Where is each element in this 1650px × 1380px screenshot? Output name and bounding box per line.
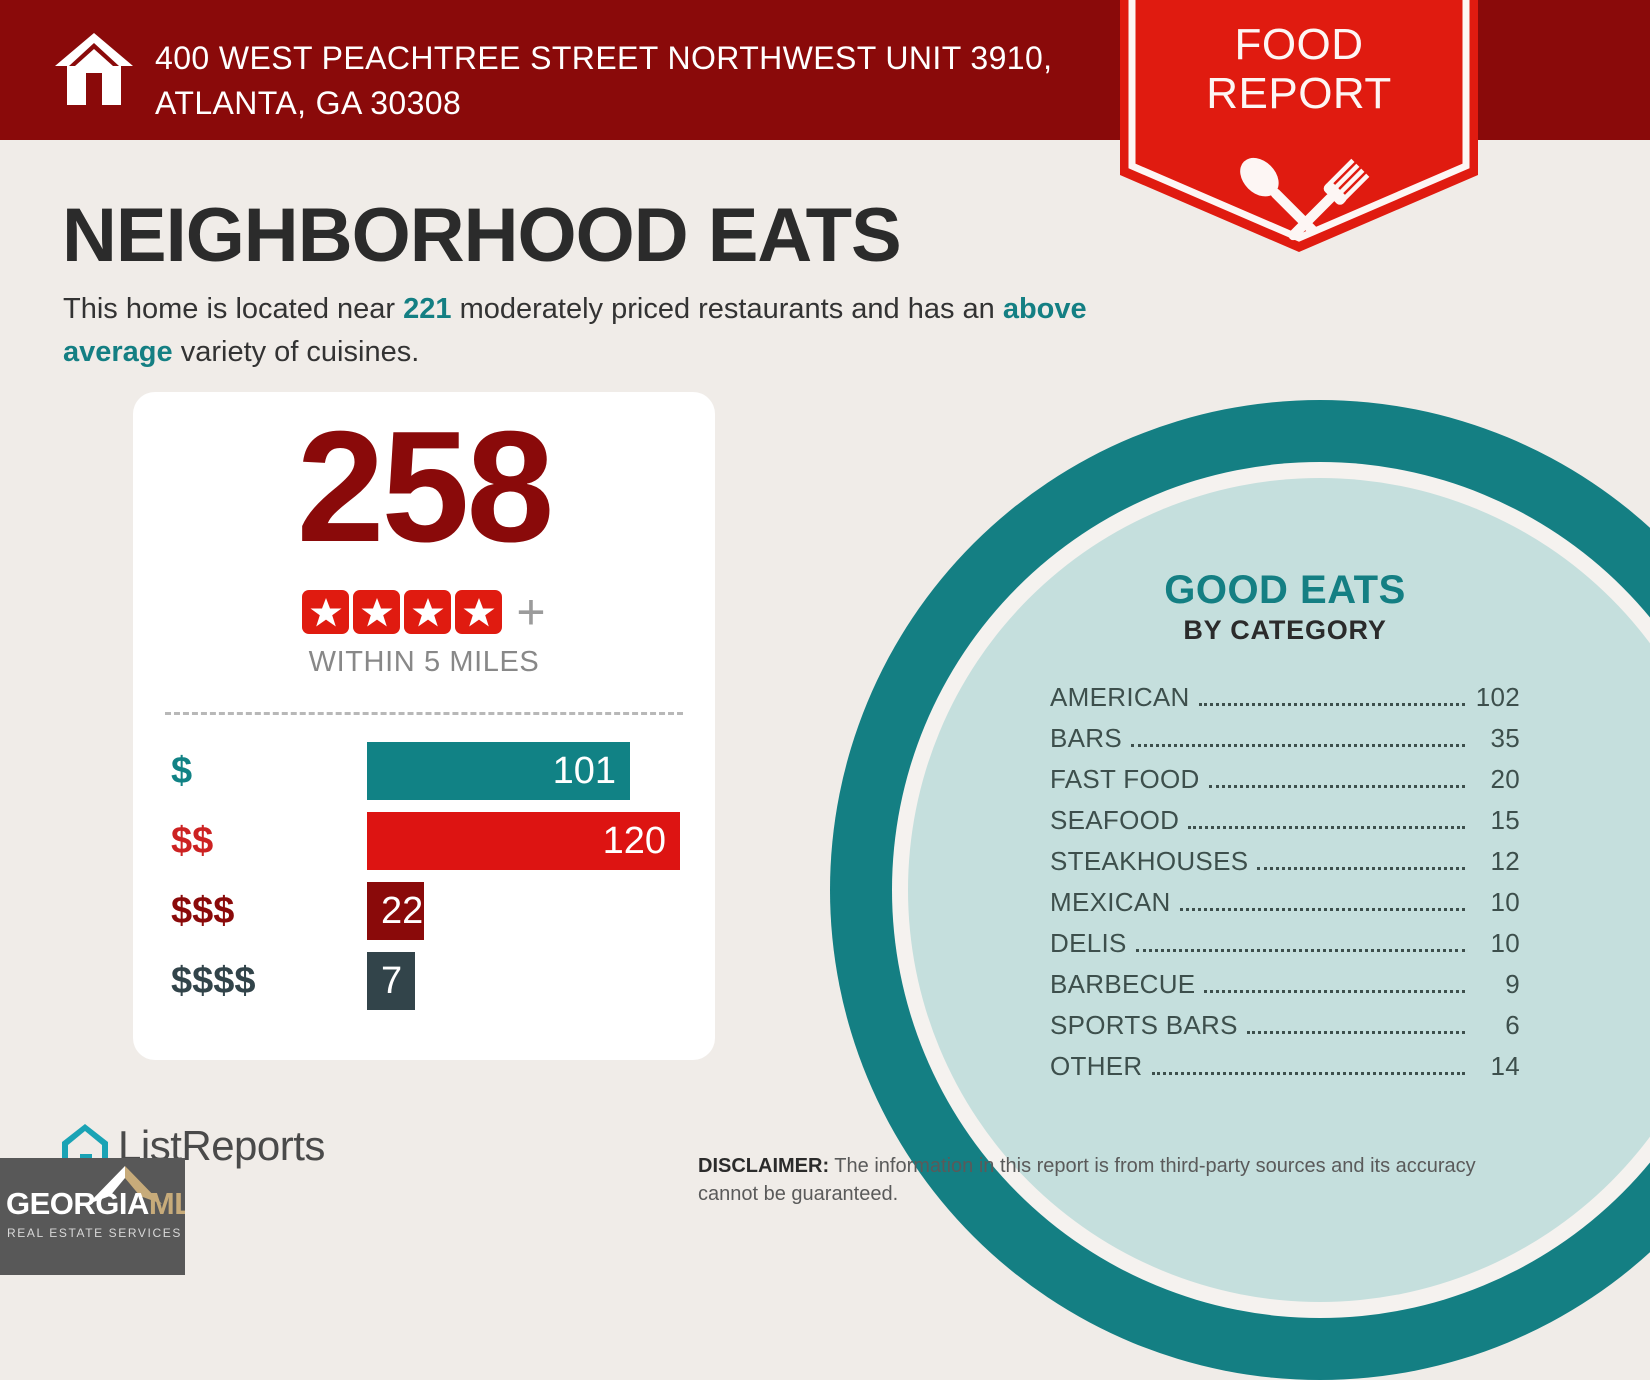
within-radius-label: WITHIN 5 MILES [308, 646, 540, 678]
mls-tagline: REAL ESTATE SERVICES [7, 1226, 182, 1240]
category-row: BARS 35 [1050, 723, 1520, 764]
page-subtitle: This home is located near 221 moderately… [63, 288, 1093, 374]
category-row: SPORTS BARS 6 [1050, 1010, 1520, 1051]
georgia-mls-watermark: GEORGIAMLS REAL ESTATE SERVICES [0, 1158, 185, 1275]
good-eats-panel: GOOD EATS BY CATEGORY AMERICAN 102 BARS 35 F… [1050, 568, 1520, 1092]
star-icon [404, 590, 452, 634]
bar-track: 22 [367, 882, 424, 940]
category-name: DELIS [1050, 928, 1127, 958]
property-address: 400 WEST PEACHTREE STREET NORTHWEST UNIT… [155, 40, 1053, 122]
category-row: FAST FOOD 20 [1050, 764, 1520, 805]
disclaimer-text: The information in this report is from t… [698, 1155, 1476, 1206]
disclaimer-label: DISCLAIMER: [698, 1155, 830, 1177]
category-row: SEAFOOD 15 [1050, 805, 1520, 846]
category-leader-dots [1151, 1072, 1465, 1075]
bar-label: $$$$ [171, 960, 256, 1002]
page-title: NEIGHBORHOOD EATS [62, 193, 902, 278]
plus-icon: + [516, 584, 546, 640]
bar-fill: 22 [367, 882, 424, 940]
category-leader-dots [1188, 826, 1465, 829]
card-divider [165, 712, 683, 715]
bar-track: 101 [367, 742, 630, 800]
bar-track: 7 [367, 952, 415, 1010]
good-eats-subtitle: BY CATEGORY [1183, 615, 1387, 645]
bar-row: $$$$ 7 [133, 950, 715, 1020]
category-name: AMERICAN [1050, 682, 1190, 712]
bar-fill: 101 [367, 742, 630, 800]
subtitle-part-2: moderately priced restaurants and has an [451, 293, 1003, 325]
category-row: STEAKHOUSES 12 [1050, 846, 1520, 887]
category-name: BARS [1050, 723, 1123, 753]
category-leader-dots [1246, 1031, 1465, 1034]
category-value: 10 [1490, 928, 1520, 958]
category-row: BARBECUE 9 [1050, 969, 1520, 1010]
bar-value: 22 [381, 890, 424, 932]
category-row: OTHER 14 [1050, 1051, 1520, 1092]
good-eats-title: GOOD EATS [1164, 568, 1406, 612]
category-leader-dots [1198, 703, 1465, 706]
category-value: 35 [1490, 723, 1520, 753]
mls-georgia-text: GEORGIA [6, 1186, 149, 1221]
category-leader-dots [1131, 744, 1465, 747]
bar-label: $$ [171, 820, 214, 862]
mls-roof-icon [88, 1166, 162, 1204]
category-name: SEAFOOD [1050, 805, 1180, 835]
total-restaurants-count: 258 [296, 399, 555, 575]
star-icon [353, 590, 401, 634]
category-value: 12 [1490, 846, 1520, 876]
category-row: AMERICAN 102 [1050, 682, 1520, 723]
mls-name: GEORGIAMLS [6, 1186, 185, 1222]
good-eats-circle-graphic [830, 400, 1650, 1380]
house-icon [55, 33, 133, 105]
category-value: 14 [1490, 1051, 1520, 1081]
category-leader-dots [1135, 949, 1465, 952]
category-value: 102 [1475, 682, 1520, 712]
category-leader-dots [1208, 785, 1465, 788]
restaurant-stats-card: 258 + WITHIN 5 MILES $ 101 $$ 120 [133, 392, 715, 1060]
badge-shield-shape [1120, 0, 1478, 252]
bar-fill: 7 [367, 952, 415, 1010]
bar-row: $$ 120 [133, 810, 715, 880]
subtitle-highlight-count: 221 [403, 293, 452, 325]
bar-row: $$$ 22 [133, 880, 715, 950]
category-leader-dots [1257, 867, 1465, 870]
bar-label: $ [171, 750, 193, 792]
bar-track: 120 [367, 812, 680, 870]
star-icon [302, 590, 350, 634]
subtitle-highlight-variety: above average [63, 293, 1087, 368]
category-value: 15 [1490, 805, 1520, 835]
price-tier-bar-chart: $ 101 $$ 120 $$$ 22 $$$$ [133, 740, 715, 1020]
category-value: 9 [1505, 969, 1520, 999]
star-icon [455, 590, 503, 634]
category-name: FAST FOOD [1050, 764, 1200, 794]
category-value: 10 [1490, 887, 1520, 917]
category-name: MEXICAN [1050, 887, 1171, 917]
category-value: 20 [1490, 764, 1520, 794]
category-row: MEXICAN 10 [1050, 887, 1520, 928]
category-list: AMERICAN 102 BARS 35 FAST FOOD 20 SEAFOOD 15 STE… [1050, 682, 1520, 1092]
category-leader-dots [1179, 908, 1465, 911]
spoon-fork-icon [1240, 157, 1370, 241]
bar-value: 120 [602, 820, 666, 862]
bar-fill: 120 [367, 812, 680, 870]
mls-mls-text: MLS [148, 1186, 185, 1221]
disclaimer: DISCLAIMER: The information in this repo… [698, 1152, 1508, 1209]
category-name: STEAKHOUSES [1050, 846, 1249, 876]
star-rating-row: + [133, 584, 715, 640]
category-value: 6 [1505, 1010, 1520, 1040]
bar-value: 101 [552, 750, 616, 792]
subtitle-part-1: This home is located near [63, 293, 404, 325]
bar-value: 7 [381, 960, 403, 1002]
bar-row: $ 101 [133, 740, 715, 810]
circle-inner-fill [908, 478, 1650, 1302]
category-name: OTHER [1050, 1051, 1143, 1081]
food-report-badge: FOOD REPORT [1120, 0, 1478, 252]
category-name: BARBECUE [1050, 969, 1196, 999]
bar-label: $$$ [171, 890, 235, 932]
category-name: SPORTS BARS [1050, 1010, 1238, 1040]
category-row: DELIS 10 [1050, 928, 1520, 969]
subtitle-part-3: variety of cuisines. [172, 335, 420, 368]
category-leader-dots [1204, 990, 1465, 993]
